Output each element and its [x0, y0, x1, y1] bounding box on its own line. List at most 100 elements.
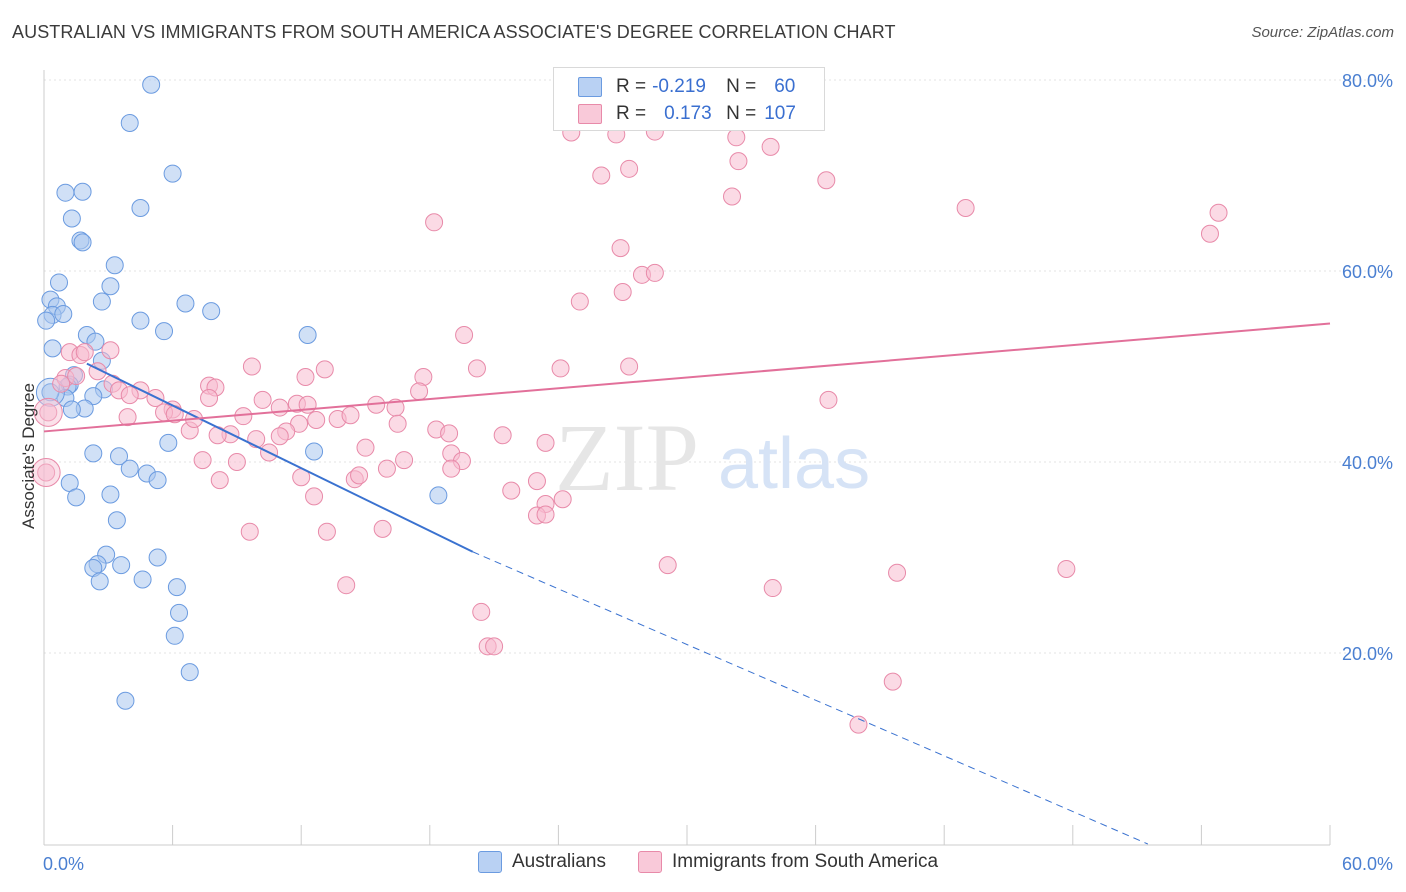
point-australians	[73, 182, 92, 201]
point-immigrants	[120, 386, 139, 405]
point-immigrants	[888, 563, 907, 582]
point-immigrants	[620, 159, 639, 178]
point-immigrants	[210, 471, 229, 490]
point-immigrants	[472, 602, 491, 621]
source-label: Source: ZipAtlas.com	[1251, 24, 1394, 41]
legend-swatch-immigrants	[578, 104, 602, 124]
legend-n-value: 60	[774, 76, 796, 97]
point-immigrants	[536, 505, 555, 524]
point-immigrants	[350, 466, 369, 485]
point-immigrants	[247, 430, 266, 449]
point-immigrants	[242, 357, 261, 376]
watermark-atlas: atlas	[718, 424, 870, 504]
point-immigrants	[467, 359, 486, 378]
point-immigrants	[425, 213, 444, 232]
legend-n-label: N =	[726, 76, 757, 97]
legend-item-immigrants[interactable]: Immigrants from South America	[638, 851, 938, 873]
point-immigrants	[819, 390, 838, 409]
x-tick-label-1: 60.0%	[1342, 854, 1393, 874]
legend-row-immigrants: R = 0.173 N = 107	[554, 101, 796, 127]
point-immigrants	[883, 672, 902, 691]
point-immigrants	[227, 453, 246, 471]
point-immigrants	[502, 481, 521, 500]
point-immigrants	[551, 359, 570, 378]
point-immigrants	[317, 522, 336, 541]
point-australians	[107, 511, 126, 530]
stats-legend: R = -0.219 N = 60 R = 0.173 N = 107	[553, 67, 825, 131]
point-australians	[163, 164, 182, 183]
point-australians	[148, 548, 167, 567]
legend-label: Australians	[512, 851, 606, 872]
point-australians	[67, 488, 86, 507]
point-immigrants	[817, 171, 836, 190]
series-australians	[35, 75, 448, 710]
point-immigrants	[253, 390, 272, 409]
point-immigrants	[956, 198, 975, 217]
point-immigrants	[33, 397, 63, 427]
y-tick-label-3: 80.0%	[1342, 71, 1393, 91]
point-immigrants	[527, 472, 546, 491]
point-immigrants	[536, 433, 555, 452]
point-immigrants	[410, 382, 429, 401]
point-australians	[305, 442, 324, 461]
point-australians	[120, 459, 139, 478]
point-australians	[84, 387, 103, 406]
point-immigrants	[1057, 559, 1076, 578]
point-immigrants	[553, 490, 572, 509]
point-australians	[131, 311, 150, 330]
point-australians	[62, 400, 81, 419]
point-australians	[142, 75, 161, 94]
point-immigrants	[611, 239, 630, 258]
legend-n-value: 107	[764, 103, 796, 124]
point-australians	[92, 292, 111, 311]
point-australians	[54, 304, 73, 323]
point-immigrants	[592, 166, 611, 185]
point-australians	[73, 233, 92, 252]
legend-item-australians[interactable]: Australians	[478, 851, 606, 873]
point-immigrants	[52, 374, 71, 393]
axes	[43, 70, 1331, 846]
legend-swatch-australians	[578, 77, 602, 97]
point-australians	[116, 691, 135, 710]
point-australians	[101, 485, 120, 504]
point-immigrants	[1200, 224, 1219, 243]
point-immigrants	[75, 343, 94, 362]
point-immigrants	[440, 424, 459, 443]
legend-r-value: -0.219	[652, 76, 706, 97]
point-immigrants	[101, 341, 120, 360]
point-immigrants	[658, 556, 677, 575]
point-australians	[167, 578, 186, 597]
tick-labels: 20.0% 40.0% 60.0% 80.0% 0.0% 60.0%	[43, 71, 1393, 874]
point-immigrants	[761, 137, 780, 156]
point-australians	[159, 433, 178, 452]
point-immigrants	[1209, 203, 1228, 222]
point-immigrants	[31, 458, 61, 488]
legend-r-value: 0.173	[664, 103, 712, 124]
point-immigrants	[193, 451, 212, 470]
point-immigrants	[270, 427, 289, 446]
point-immigrants	[307, 410, 326, 429]
point-immigrants	[645, 263, 664, 282]
point-immigrants	[305, 487, 324, 506]
point-immigrants	[39, 403, 58, 422]
point-australians	[133, 570, 152, 589]
point-australians	[148, 471, 167, 490]
point-immigrants	[620, 357, 639, 376]
point-australians	[131, 198, 150, 217]
legend-r-label: R =	[616, 103, 647, 124]
point-immigrants	[613, 283, 632, 302]
point-australians	[120, 113, 139, 132]
point-immigrants	[356, 438, 375, 457]
point-australians	[105, 256, 124, 275]
point-immigrants	[763, 579, 782, 598]
point-australians	[110, 447, 129, 466]
point-immigrants	[315, 360, 334, 379]
point-australians	[101, 277, 120, 296]
point-australians	[43, 339, 62, 358]
point-immigrants	[729, 152, 748, 171]
point-australians	[112, 556, 131, 575]
point-immigrants	[723, 187, 742, 206]
trend-immigrants	[43, 322, 1331, 433]
point-immigrants	[373, 519, 392, 538]
